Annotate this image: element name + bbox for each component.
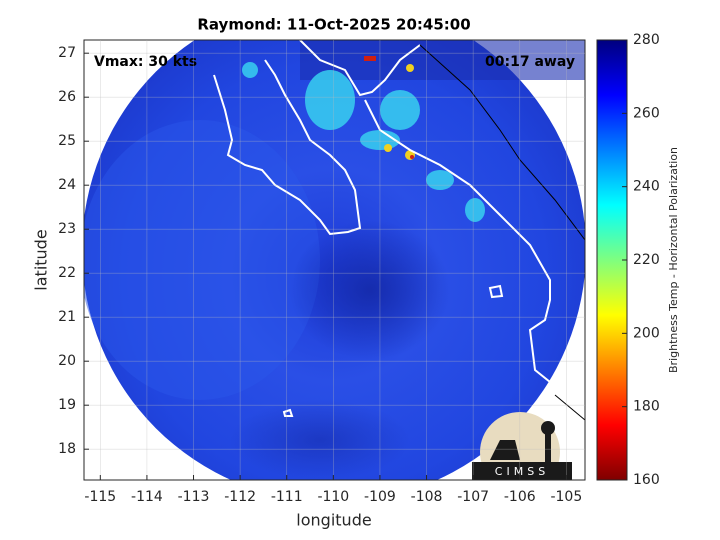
colorbar-tick-label: 220 [633,252,660,268]
axes-box [83,39,586,481]
x-tick-label: -115 [84,489,116,505]
y-tick-label: 26 [58,89,76,105]
colorbar-tick-label: 240 [633,179,660,195]
x-tick-label: -111 [271,489,303,505]
title: Raymond: 11-Oct-2025 20:45:00 [197,16,470,34]
y-tick-label: 20 [58,353,76,369]
y-tick-label: 23 [58,221,76,237]
satellite-image: CIMSS [84,40,585,480]
x-axis-label: longitude [296,511,371,530]
y-tick-label: 24 [58,177,76,193]
x-tick-label: -110 [317,489,349,505]
y-tick-label: 22 [58,265,76,281]
x-tick-label: -113 [178,489,210,505]
x-tick-label: -105 [550,489,582,505]
x-tick-label: -109 [364,489,396,505]
x-tick-label: -107 [457,489,489,505]
x-tick-label: -108 [411,489,443,505]
colorbar-label: Brightness Temp - Horizontal Polarizatio… [667,147,680,373]
y-tick-label: 27 [58,45,76,61]
y-tick-label: 25 [58,133,76,149]
annotation: Vmax: 30 kts [94,54,197,70]
x-tick-label: -112 [224,489,256,505]
colorbar-tick-label: 280 [633,32,660,48]
colorbar-tick-label: 200 [633,325,660,341]
x-tick-label: -114 [131,489,163,505]
y-axis-label: latitude [32,229,51,290]
y-tick-label: 18 [58,441,76,457]
y-tick-label: 19 [58,397,76,413]
y-tick-label: 21 [58,309,76,325]
annotation: 00:17 away [485,54,575,70]
logo-text: CIMSS [495,465,549,478]
colorbar-tick-label: 180 [633,399,660,415]
colorbar-tick-label: 160 [633,472,660,488]
x-tick-label: -106 [504,489,536,505]
colorbar-tick-label: 260 [633,105,660,121]
